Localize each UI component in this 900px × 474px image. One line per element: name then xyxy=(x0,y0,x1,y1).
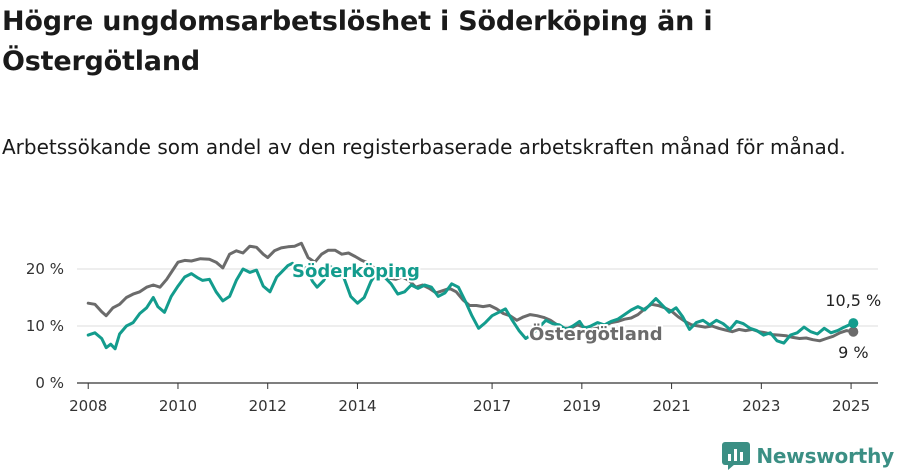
end-value-label-soderkoping: 10,5 % xyxy=(825,291,881,310)
series-label-soderkoping: Söderköping xyxy=(292,261,420,282)
x-tick-label: 2008 xyxy=(69,397,107,415)
series-end-point-ostergotland xyxy=(848,326,859,337)
brand-name: Newsworthy xyxy=(756,444,894,468)
series-labels: Söderköping Östergötland 10,5 % 9 % xyxy=(290,259,881,362)
x-tick-label: 2021 xyxy=(652,397,690,415)
series-lines xyxy=(86,241,859,351)
x-tick-label: 2023 xyxy=(742,397,780,415)
series-line-ostergotland xyxy=(86,241,855,343)
x-tick-label: 2012 xyxy=(249,397,287,415)
series-end-point-soderkoping xyxy=(848,318,859,329)
y-axis-ticks: 0 % 10 % 20 % xyxy=(26,260,64,392)
x-tick-label: 2025 xyxy=(832,397,870,415)
chart-title: Högre ungdomsarbetslöshet i Söderköping … xyxy=(2,6,713,77)
bar-chart-icon xyxy=(722,442,751,470)
y-tick-label: 20 % xyxy=(26,260,64,278)
chart-subtitle: Arbetssökande som andel av den registerb… xyxy=(2,135,846,159)
y-tick-label: 10 % xyxy=(26,317,64,335)
x-axis-ticks: 2008 2010 2012 2014 2017 2019 2021 2023 2025 xyxy=(69,383,870,415)
x-tick-label: 2014 xyxy=(338,397,376,415)
x-tick-label: 2019 xyxy=(563,397,601,415)
x-tick-label: 2017 xyxy=(473,397,511,415)
newsworthy-logo: Newsworthy xyxy=(722,442,894,470)
end-value-label-ostergotland: 9 % xyxy=(838,343,868,362)
x-tick-label: 2010 xyxy=(159,397,197,415)
y-tick-label: 0 % xyxy=(35,374,64,392)
series-label-ostergotland: Östergötland xyxy=(529,323,663,345)
series-line-soderkoping xyxy=(86,261,855,351)
